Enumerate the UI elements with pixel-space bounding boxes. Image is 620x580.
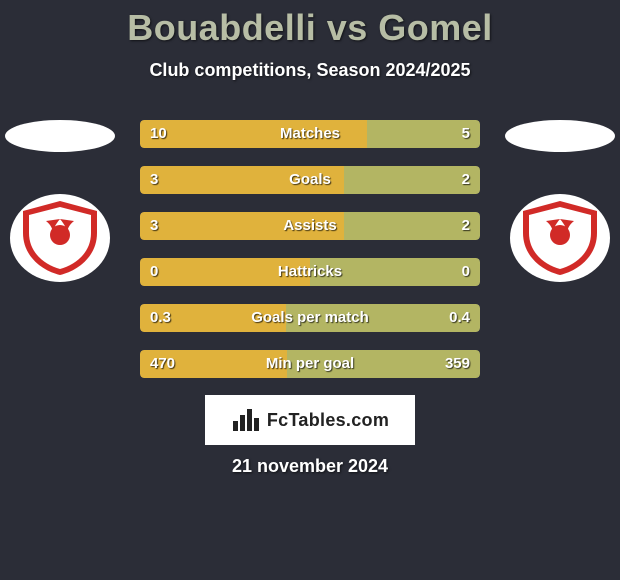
stat-bar-left-value: 0 [150, 258, 158, 286]
left-team-column [0, 120, 120, 282]
stat-bar-label: Assists [283, 212, 336, 240]
page-title: Bouabdelli vs Gomel [0, 0, 620, 46]
stat-bar-right-value: 5 [462, 120, 470, 148]
bars-chart-icon [231, 407, 261, 433]
stat-bar: 0 0 Hattricks [140, 258, 480, 286]
stat-bar: 0.3 0.4 Goals per match [140, 304, 480, 332]
stat-bar-right-value: 2 [462, 212, 470, 240]
stat-bar-left-value: 10 [150, 120, 167, 148]
stat-bars: 10 5 Matches 3 2 Goals 3 2 Assists 0 0 Hattricks 0.3… [140, 120, 480, 378]
brand-text: FcTables.com [267, 410, 389, 431]
stat-bar: 10 5 Matches [140, 120, 480, 148]
stat-bar: 3 2 Goals [140, 166, 480, 194]
stat-bar-label: Matches [280, 120, 340, 148]
stat-bar-right-value: 2 [462, 166, 470, 194]
stat-bar-label: Min per goal [266, 350, 354, 378]
stat-bar: 3 2 Assists [140, 212, 480, 240]
stat-bar-right-fill [344, 212, 480, 240]
shield-icon [517, 199, 603, 277]
left-shadow-ellipse [5, 120, 115, 152]
shield-icon [17, 199, 103, 277]
stat-bar-label: Goals [289, 166, 331, 194]
stat-bar-label: Goals per match [251, 304, 369, 332]
stat-bar-label: Hattricks [278, 258, 342, 286]
stat-bar-left-value: 470 [150, 350, 175, 378]
stat-bar-left-value: 3 [150, 212, 158, 240]
stat-bar-right-value: 0.4 [449, 304, 470, 332]
left-team-logo [10, 194, 110, 282]
right-shadow-ellipse [505, 120, 615, 152]
stat-bar-right-value: 0 [462, 258, 470, 286]
date-text: 21 november 2024 [232, 456, 388, 477]
stat-bar-right-fill [344, 166, 480, 194]
stat-bar-left-value: 3 [150, 166, 158, 194]
right-team-logo [510, 194, 610, 282]
page-subtitle: Club competitions, Season 2024/2025 [0, 60, 620, 81]
stat-bar: 470 359 Min per goal [140, 350, 480, 378]
brand-box: FcTables.com [205, 395, 415, 445]
right-team-column [500, 120, 620, 282]
comparison-infographic: Bouabdelli vs Gomel Club competitions, S… [0, 0, 620, 580]
stat-bar-left-value: 0.3 [150, 304, 171, 332]
stat-bar-right-value: 359 [445, 350, 470, 378]
